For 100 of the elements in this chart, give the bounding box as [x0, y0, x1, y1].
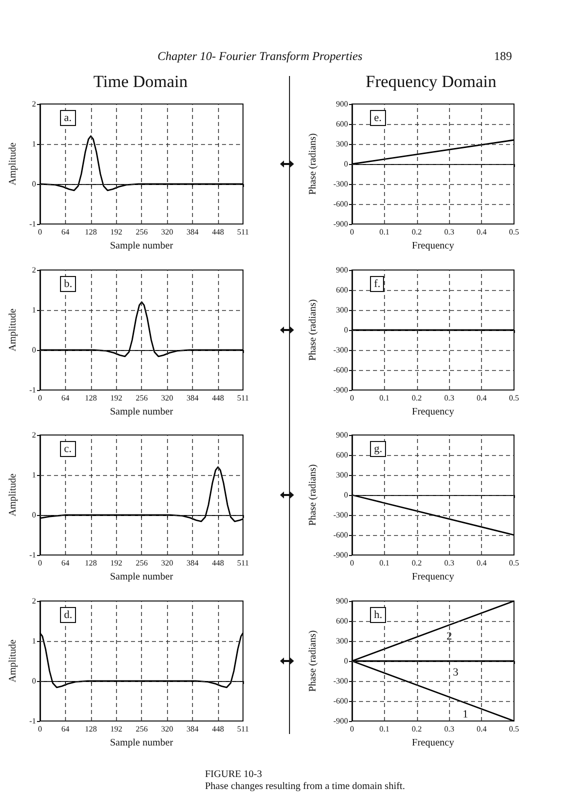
- y-tick-label: 300: [336, 636, 348, 646]
- y-tick-label: 300: [336, 140, 348, 148]
- y-tick-label: 600: [336, 450, 348, 460]
- y-axis-title: Amplitude: [8, 308, 18, 352]
- x-tick-label: 0.5: [509, 228, 519, 236]
- y-tick-label: 1: [32, 636, 36, 646]
- x-axis-title: Sample number: [110, 737, 174, 748]
- y-tick-label: -900: [333, 386, 348, 394]
- annotation: d.: [60, 607, 76, 623]
- x-tick-label: 320: [161, 228, 174, 236]
- y-tick-label: 1: [32, 470, 36, 480]
- y-tick-label: 900: [336, 100, 348, 108]
- x-tick-label: 128: [84, 228, 97, 236]
- y-tick-label: 1: [32, 140, 36, 148]
- x-tick-label: 0.5: [509, 394, 519, 402]
- y-tick-label: 300: [336, 306, 348, 314]
- y-tick-label: -600: [333, 696, 348, 706]
- y-tick-label: 2: [32, 430, 36, 440]
- x-tick-label: 511: [237, 394, 249, 402]
- x-tick-label: 192: [110, 228, 122, 236]
- y-tick-label: -900: [333, 716, 348, 726]
- text: Phase changes resulting from a time domain shift.: [205, 781, 405, 792]
- x-tick-label: 0.4: [476, 228, 487, 236]
- y-tick-label: -600: [333, 530, 348, 540]
- y-tick-label: 600: [336, 616, 348, 626]
- y-tick-label: 300: [336, 470, 348, 480]
- x-axis-title: Sample number: [110, 406, 174, 418]
- annotation: b.: [60, 276, 76, 292]
- y-tick-label: -1: [29, 220, 36, 228]
- x-tick-label: 0.5: [509, 558, 519, 568]
- y-tick-label: 900: [336, 430, 348, 440]
- y-tick-label: 900: [336, 596, 348, 606]
- x-tick-label: 448: [212, 558, 224, 568]
- y-axis-title: Amplitude: [8, 142, 18, 186]
- y-tick-label: -900: [333, 220, 348, 228]
- chart-title: Time Domain: [92, 72, 189, 92]
- series-label: 2: [446, 630, 452, 642]
- x-tick-label: 64: [61, 394, 70, 402]
- x-tick-label: 0.3: [444, 394, 454, 402]
- x-tick-label: 64: [61, 724, 70, 734]
- x-tick-label: 128: [84, 558, 97, 568]
- annotation: a.: [60, 110, 76, 126]
- x-tick-label: 511: [237, 558, 249, 568]
- x-tick-label: 192: [110, 558, 122, 568]
- x-tick-label: 0: [350, 558, 354, 568]
- x-axis-title: Sample number: [110, 571, 174, 582]
- y-tick-label: 0: [344, 160, 348, 168]
- x-tick-label: 384: [186, 394, 199, 402]
- caption: FIGURE 10-3: [205, 769, 262, 780]
- x-tick-label: 128: [84, 724, 97, 734]
- y-tick-label: 2: [32, 266, 36, 274]
- x-tick-label: 64: [61, 228, 70, 236]
- x-tick-label: 192: [110, 394, 122, 402]
- x-tick-label: 0: [38, 228, 42, 236]
- x-axis-title: Sample number: [110, 240, 174, 252]
- y-tick-label: 600: [336, 286, 348, 294]
- x-tick-label: 448: [212, 394, 224, 402]
- y-tick-label: 0: [32, 346, 36, 354]
- y-tick-label: -1: [29, 550, 36, 560]
- x-tick-label: 256: [136, 228, 148, 236]
- annotation: h.: [370, 607, 386, 623]
- y-tick-label: 2: [32, 100, 36, 108]
- x-tick-label: 0: [38, 558, 42, 568]
- x-tick-label: 128: [84, 394, 97, 402]
- x-tick-label: 0.4: [476, 394, 487, 402]
- text: Chapter 10- Fourier Transform Properties: [158, 49, 362, 63]
- y-tick-label: 0: [32, 676, 36, 686]
- y-tick-label: -600: [333, 366, 348, 374]
- x-tick-label: 0: [350, 724, 354, 734]
- annotation: e.: [370, 110, 386, 126]
- x-tick-label: 448: [212, 228, 224, 236]
- x-tick-label: 0.1: [379, 394, 390, 402]
- x-axis-title: Frequency: [412, 571, 454, 582]
- x-tick-label: 0.2: [412, 558, 422, 568]
- series-label: 1: [462, 708, 468, 720]
- chart-title: Frequency Domain: [364, 72, 498, 92]
- x-tick-label: 0.3: [444, 724, 454, 734]
- series-label: 3: [452, 666, 459, 678]
- x-tick-label: 0: [350, 394, 354, 402]
- x-tick-label: 320: [161, 394, 174, 402]
- x-tick-label: 0: [38, 724, 42, 734]
- x-tick-label: 64: [61, 558, 70, 568]
- x-tick-label: 0.5: [509, 724, 519, 734]
- y-axis-title: Amplitude: [8, 473, 18, 516]
- x-tick-label: 511: [237, 724, 249, 734]
- x-tick-label: 0.4: [476, 724, 487, 734]
- x-tick-label: 0.2: [412, 228, 422, 236]
- annotation: g.: [370, 441, 386, 457]
- x-axis-title: Frequency: [412, 406, 454, 418]
- y-tick-label: 0: [32, 180, 36, 188]
- x-tick-label: 448: [212, 724, 224, 734]
- y-axis-title: Phase (radians): [308, 133, 318, 195]
- x-tick-label: 256: [136, 394, 148, 402]
- x-tick-label: 0.2: [412, 724, 422, 734]
- y-tick-label: 0: [344, 326, 348, 334]
- y-tick-label: -300: [333, 510, 348, 520]
- y-tick-label: 0: [344, 656, 348, 666]
- y-tick-label: 0: [32, 510, 36, 520]
- x-tick-label: 0.1: [379, 228, 390, 236]
- y-tick-label: -600: [333, 200, 348, 208]
